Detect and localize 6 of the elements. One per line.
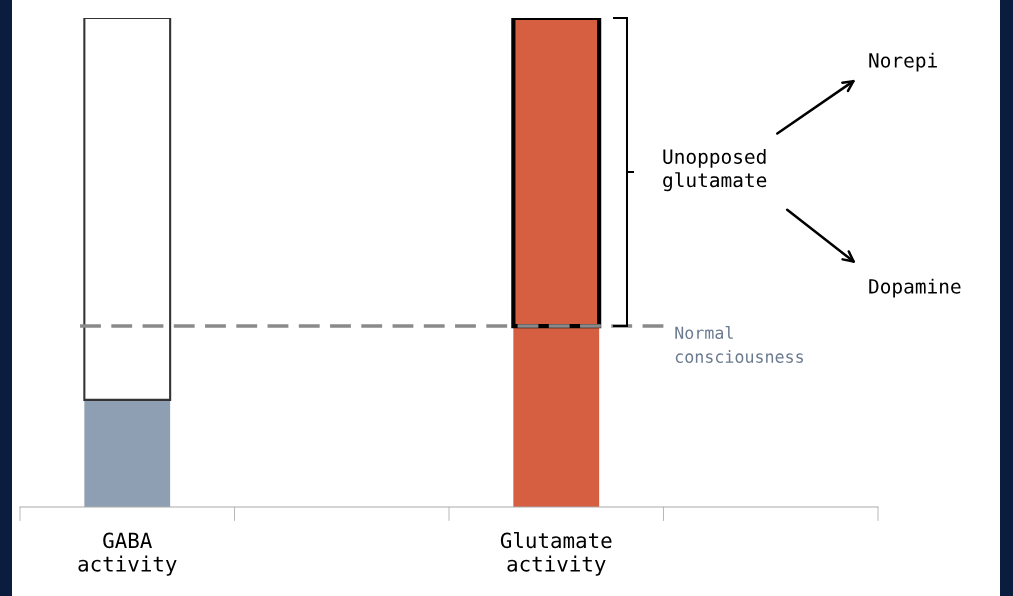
x-tick-label: GABA activity xyxy=(78,532,177,576)
annotation: Dopamine xyxy=(869,278,961,298)
ref-line-label: Normal consciousness xyxy=(675,326,804,363)
x-tick-label: Glutamate activity xyxy=(500,532,612,576)
annotation: Unopposed glutamate xyxy=(663,148,767,192)
annotation: Norepi xyxy=(869,52,937,72)
